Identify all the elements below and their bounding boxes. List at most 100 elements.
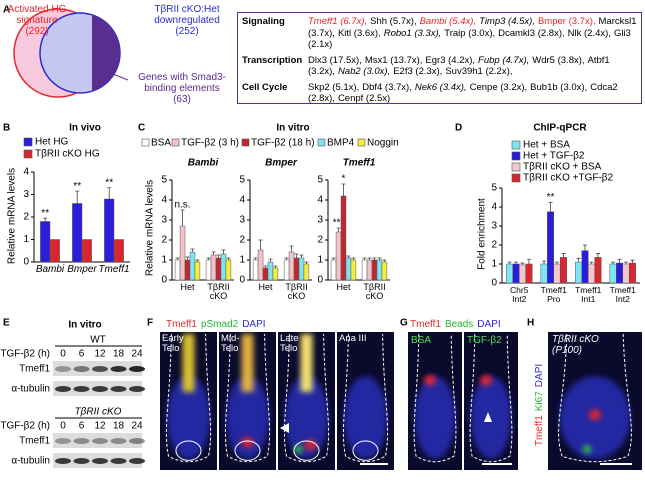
- y-tick-label: 4: [317, 195, 323, 206]
- gene: Skp2 (5.1x),: [308, 81, 360, 93]
- y-axis-label: Relative mRNA levels: [7, 168, 18, 264]
- error-bar: [75, 190, 80, 204]
- chart-title: ChIP-qPCR: [533, 123, 587, 134]
- row-category: Signaling: [242, 16, 285, 27]
- gene: Bub1b (3.0x),: [530, 81, 588, 93]
- legend-label: Het + BSA: [523, 140, 570, 151]
- blot-band: [73, 438, 90, 444]
- legend-label: TβRII cKO + BSA: [523, 162, 602, 173]
- y-tick-label: 4: [161, 195, 167, 206]
- subplot-title: Tmeff1: [343, 158, 376, 169]
- error-bar: [190, 248, 195, 252]
- papilla-outline: [234, 440, 261, 461]
- legend-swatch: [141, 138, 150, 147]
- error-bar: [211, 251, 216, 255]
- lane-label: 6: [79, 421, 85, 432]
- error-bar: [346, 255, 351, 258]
- error-bar: [576, 257, 581, 263]
- gene: Bmper (3.7x),: [537, 16, 596, 27]
- gene: Nab2 (3.0x),: [337, 66, 391, 77]
- follicle-outline: [342, 333, 389, 463]
- arrowhead: [280, 423, 289, 433]
- lane-label: 12: [94, 349, 106, 360]
- papilla-outline: [352, 440, 379, 461]
- gene: Dcamkl3 (2.8x),: [498, 27, 565, 39]
- y-tick-label: 1: [317, 255, 323, 266]
- gene: Wdr5 (3.8x),: [532, 54, 585, 66]
- gene: E2f3 (2.3x),: [393, 66, 443, 77]
- stain-label: pSmad2: [201, 319, 239, 330]
- significance: ***: [333, 218, 345, 229]
- blot-band: [92, 386, 108, 392]
- x-tick-label: TβRII cKO: [363, 282, 386, 302]
- y-tick-label: 1: [23, 234, 29, 245]
- venn-label: TβRII cKO:Het downregulated: [154, 4, 220, 26]
- significance: **: [41, 208, 49, 219]
- x-tick-label: Tmeff1 Pro: [540, 285, 567, 304]
- y-tick-label: 0: [161, 275, 167, 286]
- blot-band: [110, 438, 127, 444]
- genotype-label: TβRII cKO: [75, 407, 122, 418]
- x-tick-label: TβRII cKO: [285, 282, 308, 302]
- y-tick-label: 2: [491, 240, 497, 251]
- panel-label: F: [147, 318, 153, 329]
- y-tick-label: 3: [317, 215, 323, 226]
- cell-layer: [343, 376, 388, 459]
- error-bar: [216, 254, 221, 258]
- cell-layer: [225, 376, 270, 459]
- y-axis-label: Fold enrichment: [477, 198, 488, 270]
- y-axis-label: Relative mRNA levels: [145, 180, 156, 276]
- error-bar: [542, 260, 547, 264]
- venn-overlap: [92, 14, 121, 92]
- legend-label: BSA: [151, 138, 171, 149]
- band-label: α-tubulin: [11, 384, 50, 395]
- gene: Timp3 (4.5x),: [479, 16, 535, 27]
- panel-label: C: [138, 123, 145, 134]
- legend-swatch: [511, 162, 521, 172]
- lane-label: 18: [113, 421, 125, 432]
- blot-band: [129, 438, 145, 444]
- gene: Fubp (4.7x),: [478, 54, 530, 66]
- lane-label: 6: [79, 349, 85, 360]
- x-tick-label: Het: [258, 282, 273, 292]
- papilla-outline: [175, 440, 202, 461]
- genotype-label: WT: [90, 335, 106, 346]
- legend-swatch: [23, 137, 33, 147]
- lane-label: 18: [113, 349, 125, 360]
- gene: Shh (5.7x),: [370, 16, 417, 27]
- legend-swatch: [171, 138, 180, 147]
- gene: Cenpf (2.5x): [337, 93, 391, 104]
- venn-label-box: Genes with Smad3-binding elements (63): [128, 72, 236, 105]
- error-bar: [299, 254, 304, 258]
- subplot-title: Bambi: [188, 158, 219, 169]
- follicle-outline: [224, 333, 271, 463]
- legend-swatch: [241, 138, 250, 147]
- error-bar: [514, 261, 519, 264]
- legend-label: TβRII cKO +TGF-β2: [523, 173, 614, 184]
- blot-band: [129, 458, 145, 464]
- error-bar: [195, 259, 200, 262]
- stain-legend: Tmeff1 Beads DAPI: [410, 319, 501, 330]
- error-bar: [548, 201, 553, 212]
- blot-band: [110, 366, 127, 372]
- signal: [583, 445, 591, 454]
- follicle-outline: [165, 333, 212, 463]
- row-genes: Tmeff1 (6.7x), Shh (5.7x), Bambi (5.4x), Ti…: [308, 16, 637, 51]
- gene: Kitl (3.6x),: [337, 27, 381, 39]
- gene: Msx1 (13.7x),: [364, 54, 423, 66]
- legend-swatch: [511, 151, 521, 161]
- panel-caption: Late Telo: [280, 333, 299, 354]
- band-label: Tmeff1: [19, 436, 50, 447]
- error-bar: [226, 257, 231, 260]
- error-bar: [43, 217, 48, 222]
- panel-label: B: [3, 123, 10, 134]
- blot-title: In vitro: [68, 320, 101, 331]
- hair-shaft: [241, 334, 254, 392]
- blot-band: [110, 386, 127, 392]
- row-category: Transcription: [242, 54, 303, 66]
- x-tick-label: TβRII cKO: [207, 282, 230, 302]
- gene: Gli3 (2.1x): [308, 27, 631, 51]
- panel-caption: BSA: [411, 335, 432, 346]
